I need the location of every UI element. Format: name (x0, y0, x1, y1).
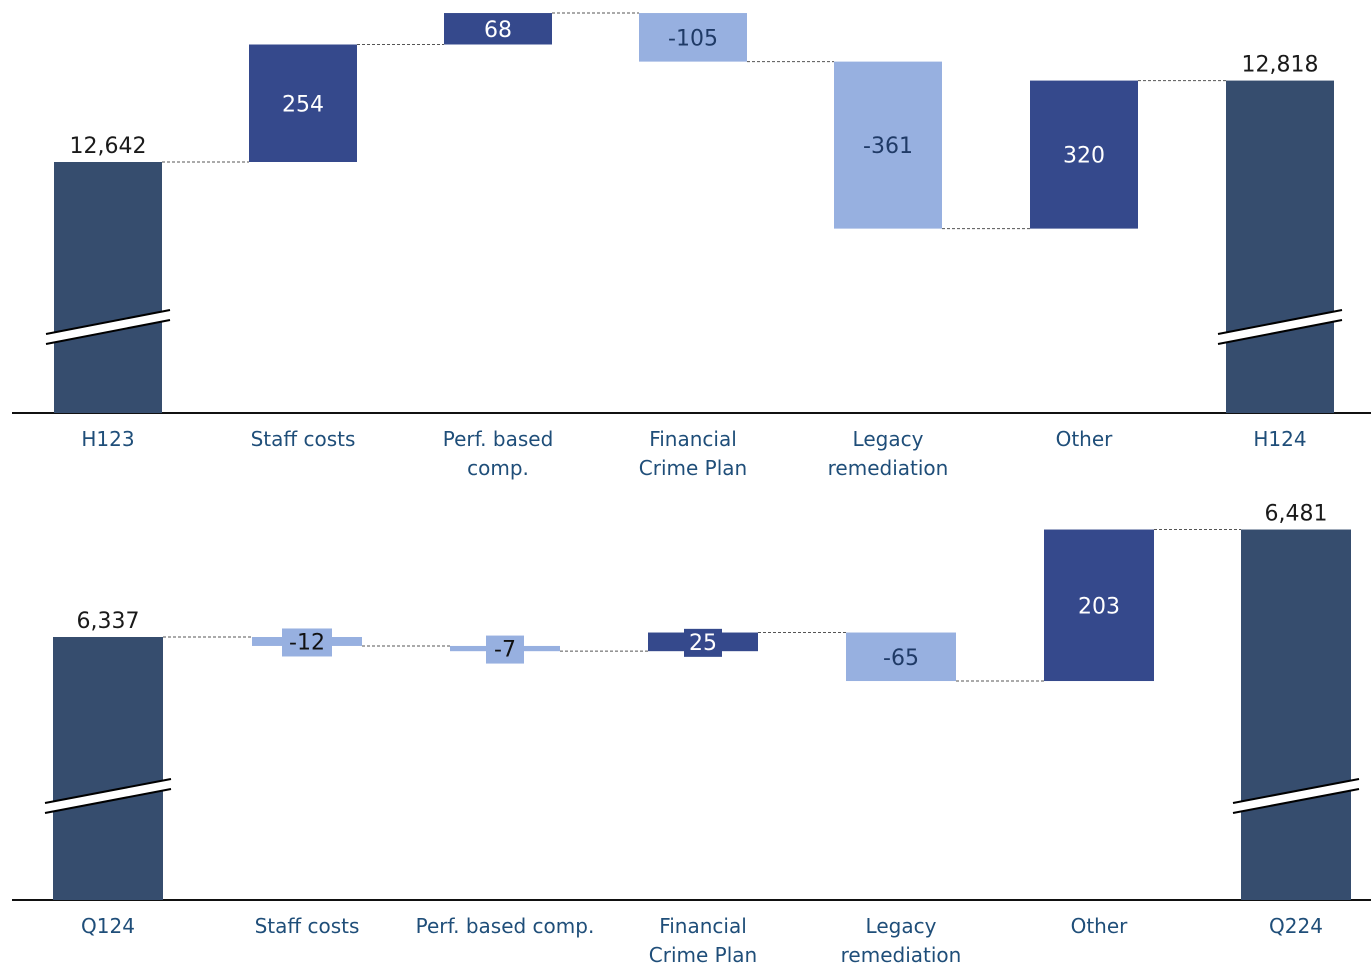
delta-value-label: 25 (689, 631, 717, 656)
axis-break-line (44, 778, 172, 804)
total-value-label: 6,481 (1265, 502, 1328, 527)
category-label-staff-costs: Staff costs (251, 427, 356, 451)
category-label-financial-crime-plan: Financial Crime Plan (649, 914, 757, 963)
category-label-other: Other (1071, 914, 1129, 938)
total-value-label: 12,642 (70, 134, 147, 159)
total-bar (54, 162, 162, 413)
category-label-legacy-remediation: Legacy remediation (828, 427, 949, 480)
axis-break-line (1217, 309, 1343, 335)
decrease-bar (846, 632, 956, 682)
total-bar (53, 637, 163, 900)
axis-break-mark (45, 779, 171, 813)
total-value-label: 12,818 (1242, 53, 1319, 78)
total-bar (1226, 80, 1334, 414)
category-label-perf-based-comp: Perf. based comp. (416, 914, 595, 938)
waterfall-panel-1: 12,642 H123 254 Staff costs 68 Perf. based com… (12, 12, 1371, 480)
axis-break-line (44, 788, 172, 814)
decrease-bar (639, 13, 747, 62)
axis-break-line (45, 319, 171, 345)
axis-break-line (1217, 319, 1343, 345)
category-label-financial-crime-plan: Financial Crime Plan (639, 427, 747, 480)
value-label-box (282, 628, 332, 657)
axis-break-line (1232, 778, 1360, 804)
delta-value-label: -65 (883, 646, 919, 671)
waterfall-panel-2: 6,337 Q124 -12 Staff costs -7 Perf. based com… (12, 502, 1371, 963)
category-label-staff-costs: Staff costs (255, 914, 360, 938)
delta-value-label: 320 (1063, 144, 1105, 169)
category-label-other: Other (1056, 427, 1114, 451)
axis-break-mark (46, 310, 170, 344)
category-label-perf-based-comp: Perf. based comp. (443, 427, 554, 480)
total-bar (1241, 529, 1351, 900)
category-label-h124: H124 (1253, 427, 1306, 451)
total-value-label: 6,337 (77, 609, 140, 634)
delta-value-label: -12 (289, 630, 325, 655)
delta-value-label: -7 (494, 638, 516, 663)
delta-value-label: 254 (282, 92, 324, 117)
increase-bar (249, 44, 357, 162)
category-label-legacy-remediation: Legacy remediation (841, 914, 962, 963)
value-label-box (486, 635, 524, 664)
delta-value-label: -105 (668, 26, 718, 51)
delta-value-label: -361 (863, 134, 913, 159)
increase-bar (444, 13, 552, 45)
category-label-h123: H123 (81, 427, 134, 451)
delta-value-label: 68 (484, 18, 512, 43)
axis-break-line (45, 309, 171, 335)
delta-value-label: 203 (1078, 594, 1120, 619)
axis-break-mark (1218, 310, 1342, 344)
increase-bar (1030, 80, 1138, 229)
decrease-bar (834, 61, 942, 229)
increase-bar (1044, 529, 1154, 682)
category-label-q124: Q124 (81, 914, 135, 938)
axis-break-line (1232, 788, 1360, 814)
value-label-box (684, 628, 722, 657)
category-label-q224: Q224 (1269, 914, 1323, 938)
axis-break-mark (1233, 779, 1359, 813)
